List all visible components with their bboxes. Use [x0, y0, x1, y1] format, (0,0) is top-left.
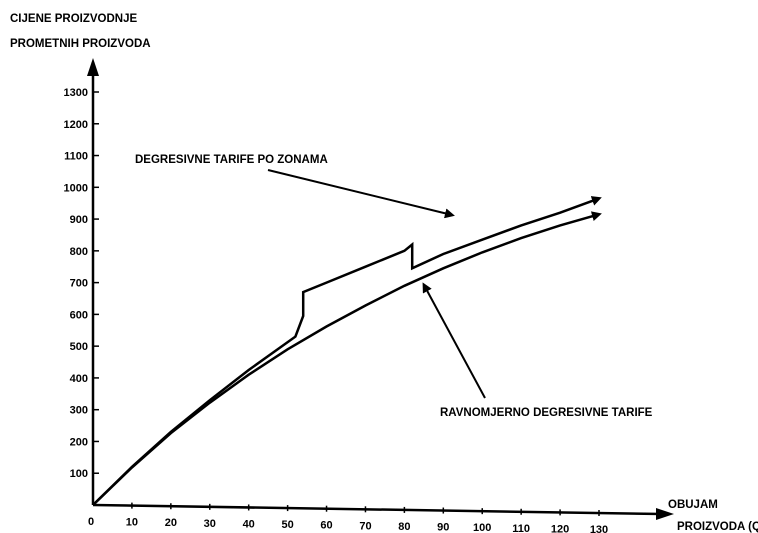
annotation-zone-tariff: DEGRESIVNE TARIFE PO ZONAMA [135, 154, 328, 166]
y-tick-label: 1300 [64, 87, 88, 99]
x-tick-label: 90 [437, 522, 449, 533]
x-tick-label: 100 [473, 522, 491, 533]
y-tick-label: 1200 [64, 119, 88, 131]
y-tick-label: 200 [70, 436, 88, 448]
x-axis-label-line-1: OBUJAM [668, 499, 718, 511]
y-axis-label-line-2: PROMETNIH PROIZVODA [10, 38, 151, 50]
x-tick-label: 110 [512, 523, 530, 533]
y-tick-label: 600 [70, 309, 88, 321]
x-axis-label-line-2: PROIZVODA (Q) [677, 521, 758, 533]
x-tick-label: 70 [359, 520, 371, 532]
y-tick-label: 400 [70, 373, 88, 385]
y-tick-label: 1100 [64, 151, 88, 163]
annotation-uniform-tariff: RAVNOMJERNO DEGRESIVNE TARIFE [440, 407, 653, 419]
y-tick-label: 100 [70, 468, 88, 480]
x-tick-group: 0 10 20 30 40 50 60 70 80 90 100 110 120 130 [88, 502, 608, 533]
x-tick-label: 80 [398, 521, 410, 533]
x-tick-label: 130 [590, 524, 608, 533]
y-tick-label: 700 [70, 278, 88, 290]
y-tick-label: 900 [70, 214, 88, 226]
x-axis-arrowhead [656, 508, 674, 520]
x-axis-line [92, 503, 663, 516]
series-line-uniform-tariff [92, 211, 602, 506]
y-axis-label-line-1: CIJENE PROIZVODNJE [10, 13, 137, 25]
y-tick-label: 500 [70, 341, 88, 353]
y-tick-label: 1000 [64, 182, 88, 194]
x-tick-label: 40 [243, 518, 255, 530]
y-tick-label: 300 [70, 405, 88, 417]
x-tick-label: 10 [126, 517, 138, 529]
y-axis-arrowhead [87, 58, 99, 76]
annotation-arrow-zone-tariff [267, 169, 455, 219]
annotation-arrow-uniform-tariff [422, 282, 486, 399]
x-tick-label: 120 [551, 523, 569, 533]
y-tick-group: 100 200 300 400 500 600 700 800 900 1000 1100 1200 1… [64, 87, 99, 480]
series-group [92, 196, 602, 506]
series-line-zone-tariff [92, 196, 602, 506]
x-tick-label: 20 [165, 517, 177, 529]
x-tick-label: 0 [88, 516, 94, 528]
x-tick-label: 60 [320, 520, 332, 532]
x-tick-label: 50 [281, 519, 293, 531]
y-tick-label: 800 [70, 246, 88, 258]
x-tick-label: 30 [204, 518, 216, 530]
